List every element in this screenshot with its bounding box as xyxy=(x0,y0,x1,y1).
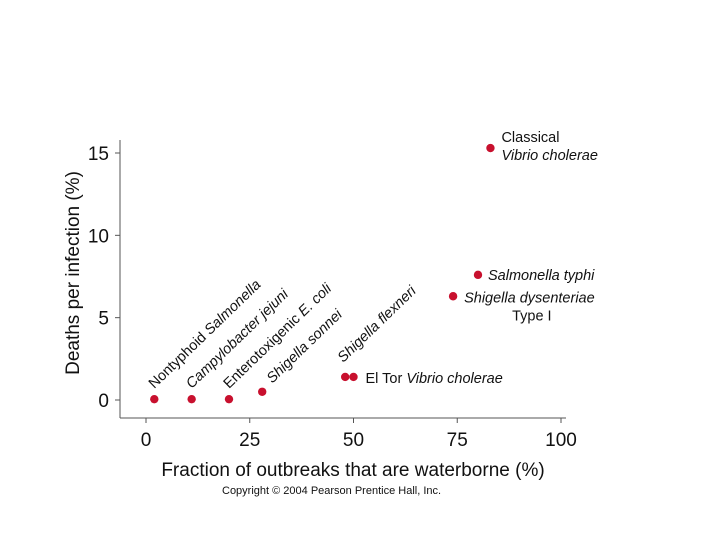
y-tick-label: 5 xyxy=(98,309,109,330)
x-tick-label: 100 xyxy=(545,430,577,451)
point-label: Vibrio cholerae xyxy=(501,148,597,164)
y-tick-label: 0 xyxy=(98,391,109,412)
data-point xyxy=(258,387,267,396)
copyright-notice: Copyright © 2004 Pearson Prentice Hall, … xyxy=(222,485,442,497)
point-label: El Tor Vibrio cholerae xyxy=(366,371,503,387)
x-tick-label: 75 xyxy=(447,430,468,451)
data-point xyxy=(150,394,159,404)
x-tick-label: 25 xyxy=(239,430,260,451)
data-point xyxy=(349,372,358,382)
data-point xyxy=(473,270,483,280)
y-tick-label: 10 xyxy=(88,226,109,247)
data-point xyxy=(341,372,350,382)
point-label: Type I xyxy=(512,308,552,324)
data-point xyxy=(224,394,234,404)
x-axis-label: Fraction of outbreaks that are waterborn… xyxy=(161,460,544,481)
point-label: Shigella dysenteriae xyxy=(464,290,595,306)
y-tick-label: 15 xyxy=(88,144,109,165)
point-label: Salmonella typhi xyxy=(488,268,595,284)
x-tick-label: 50 xyxy=(343,430,364,451)
data-point xyxy=(448,292,458,301)
data-points xyxy=(150,143,495,404)
axes: 0 25 50 75 100 0 5 10 15 xyxy=(88,140,577,451)
data-point xyxy=(486,143,495,153)
data-point xyxy=(187,394,196,404)
point-label: Classical xyxy=(501,130,559,146)
point-label: Shigella flexneri xyxy=(335,283,420,366)
y-axis-label: Deaths per infection (%) xyxy=(63,171,84,375)
x-tick-label: 0 xyxy=(141,430,152,451)
